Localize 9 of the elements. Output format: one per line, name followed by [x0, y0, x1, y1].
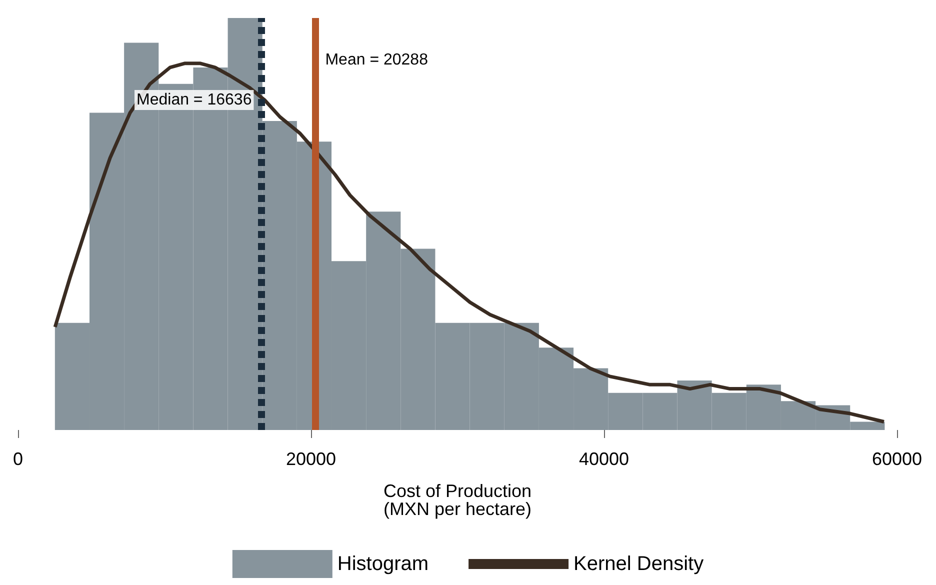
x-tick-label: 40000: [578, 449, 630, 469]
x-tick-label: 60000: [872, 449, 922, 469]
legend-label: Histogram: [337, 553, 429, 575]
ref-line-label: Median = 16636: [136, 92, 252, 108]
x-tick-label: 20000: [286, 449, 336, 469]
x-axis-title: Cost of Production (MXN per hectare): [383, 481, 532, 519]
ref-line-label: Mean = 20288: [325, 52, 428, 68]
legend-label: Kernel Density: [574, 553, 704, 575]
x-tick-label: 0: [12, 449, 24, 469]
